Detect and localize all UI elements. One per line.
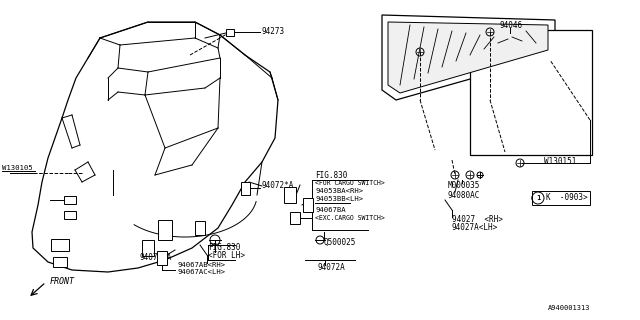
Text: 94080AC: 94080AC	[448, 190, 481, 199]
Text: W130151: W130151	[544, 157, 577, 166]
Bar	[158, 220, 172, 240]
Polygon shape	[32, 22, 278, 272]
Bar	[241, 181, 250, 195]
Text: 94027A<LH>: 94027A<LH>	[452, 223, 499, 233]
Text: 94273: 94273	[261, 27, 284, 36]
Text: 94067AB<RH>: 94067AB<RH>	[178, 262, 226, 268]
Text: <EXC.CARGO SWITCH>: <EXC.CARGO SWITCH>	[315, 215, 385, 221]
Text: 94072A: 94072A	[318, 263, 346, 273]
Text: 94067BA: 94067BA	[315, 207, 346, 213]
Text: <FOR CARGO SWITCH>: <FOR CARGO SWITCH>	[315, 180, 385, 186]
Text: 94072*A: 94072*A	[140, 253, 172, 262]
Bar	[284, 187, 296, 203]
Bar	[53, 257, 67, 267]
Text: 94053BA<RH>: 94053BA<RH>	[315, 188, 363, 194]
Text: Q500025: Q500025	[324, 237, 356, 246]
Bar	[195, 221, 205, 235]
Text: K  -0903>: K -0903>	[546, 194, 588, 203]
Text: <FOR LH>: <FOR LH>	[208, 251, 245, 260]
Bar	[51, 239, 69, 251]
Text: A940001313: A940001313	[548, 305, 591, 311]
Text: FIG.830: FIG.830	[315, 171, 348, 180]
Polygon shape	[470, 30, 592, 155]
Bar	[532, 191, 590, 205]
Bar	[157, 251, 167, 265]
Text: 94027  <RH>: 94027 <RH>	[452, 215, 503, 225]
Polygon shape	[382, 15, 555, 100]
Text: FRONT: FRONT	[50, 277, 75, 286]
Text: 94053BB<LH>: 94053BB<LH>	[315, 196, 363, 202]
Text: 94072*A: 94072*A	[262, 181, 294, 190]
Bar	[64, 196, 76, 204]
Bar	[226, 28, 234, 36]
Text: FIG.830: FIG.830	[208, 244, 241, 252]
Text: 94067AC<LH>: 94067AC<LH>	[178, 269, 226, 275]
Text: 94046: 94046	[500, 20, 523, 29]
Bar	[64, 211, 76, 219]
Text: M000035: M000035	[448, 180, 481, 189]
Polygon shape	[388, 22, 548, 93]
Bar	[290, 212, 300, 224]
Text: 1: 1	[536, 195, 540, 201]
Bar	[142, 240, 154, 256]
Text: W130105: W130105	[2, 165, 33, 171]
Text: 1: 1	[536, 195, 540, 201]
Bar	[303, 198, 313, 212]
